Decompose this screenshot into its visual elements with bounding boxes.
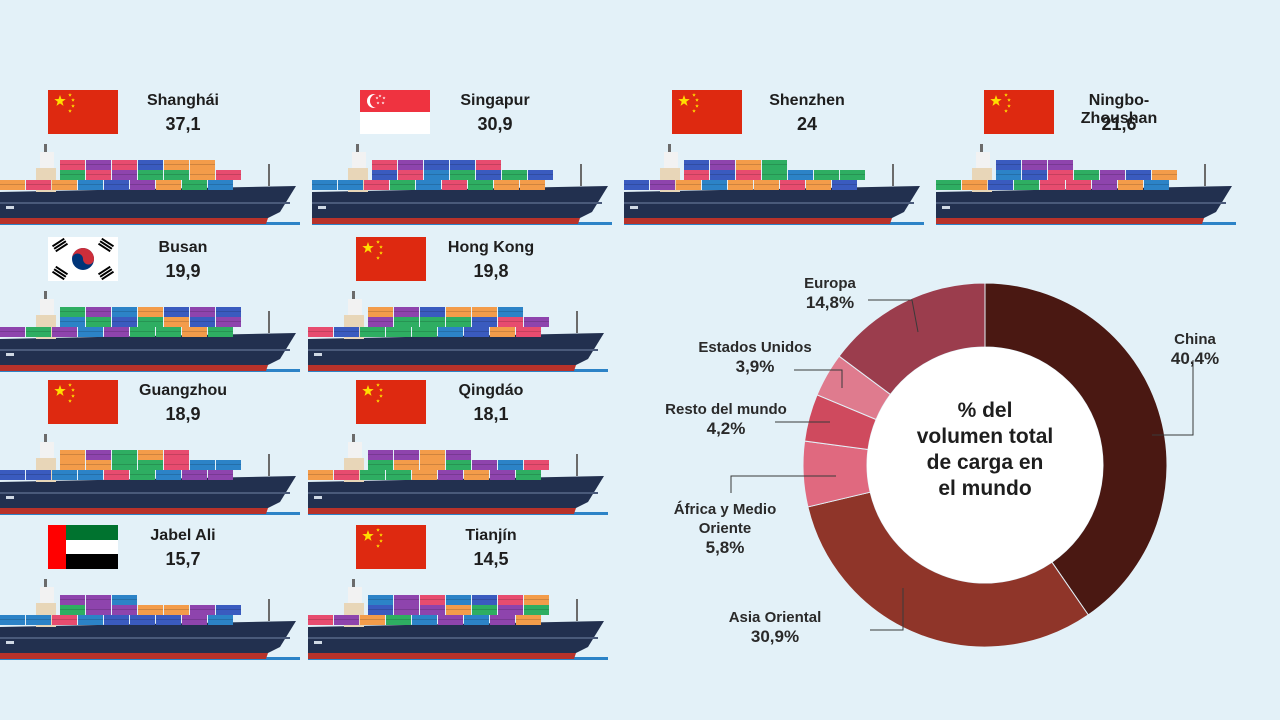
container-ship-icon [0,579,300,660]
container-ship-icon [0,144,300,225]
container-ship-icon [308,579,608,660]
flag-icon [48,237,118,281]
leader-line [730,475,836,493]
port-name: Guangzhou [139,382,227,399]
container-ship-icon [312,144,612,225]
port-card: Jabel Ali 15,7 [0,525,300,665]
port-value: 30,9 [477,114,513,134]
port-name: Busan [158,239,208,256]
port-value: 19,9 [165,261,201,281]
port-name: Singapur [460,92,530,109]
flag-icon [672,90,742,134]
port-value: 14,5 [473,549,509,569]
slice-label-china: China 40,4% [1170,331,1220,368]
port-name: Qingdáo [458,382,524,399]
flag-icon [48,525,118,569]
port-value: 18,9 [165,404,201,424]
leader-line [794,369,843,388]
container-ship-icon [0,291,300,372]
port-name: Hong Kong [447,239,535,256]
container-ship-icon [308,291,608,372]
container-ship-icon [0,434,300,515]
port-value: 24 [796,114,818,134]
port-card: Qingdáo 18,1 [308,380,608,520]
slice-label-resto-del-mundo: Resto del mundo 4,2% [665,401,787,438]
port-card: Shanghái 37,1 [0,90,300,230]
flag-icon [356,380,426,424]
port-value: 37,1 [165,114,201,134]
port-name: Shenzhen [769,92,845,109]
flag-icon [48,90,118,134]
leader-line [870,588,904,631]
port-card: Guangzhou 18,9 [0,380,300,520]
port-value: 21,6 [1101,114,1137,134]
port-value: 19,8 [473,261,509,281]
container-ship-icon [308,434,608,515]
port-card: Ningbo-Zhoushan 21,6 [936,90,1236,230]
container-ship-icon [624,144,924,225]
port-card: Singapur 30,9 [312,90,612,230]
slice-label-estados-unidos: Estados Unidos 3,9% [698,339,812,376]
port-name: Tianjín [465,527,517,544]
port-name: Jabel Ali [150,527,216,544]
container-ship-icon [936,144,1236,225]
flag-icon [356,525,426,569]
leader-line [868,299,919,333]
port-name: Ningbo-Zhoushan [1080,92,1158,127]
port-card: Hong Kong 19,8 [308,237,608,377]
flag-icon [360,90,430,134]
slice-label-europa: Europa 14,8% [804,275,856,312]
chart-center-title: % del volumen total de carga en el mundo [916,399,1054,500]
port-card: Shenzhen 24 [624,90,924,230]
slice-label-asia-oriental: Asia Oriental 30,9% [728,609,822,646]
flag-icon [984,90,1054,134]
slice-label-africa-medio-oriente: África y Medio Oriente 5,8% [673,501,777,557]
port-card: Busan 19,9 [0,237,300,377]
flag-icon [356,237,426,281]
port-name: Shanghái [146,92,219,109]
port-value: 18,1 [473,404,509,424]
port-value: 15,7 [165,549,201,569]
flag-icon [48,380,118,424]
leader-line [1152,360,1194,436]
port-card: Tianjín 14,5 [308,525,608,665]
